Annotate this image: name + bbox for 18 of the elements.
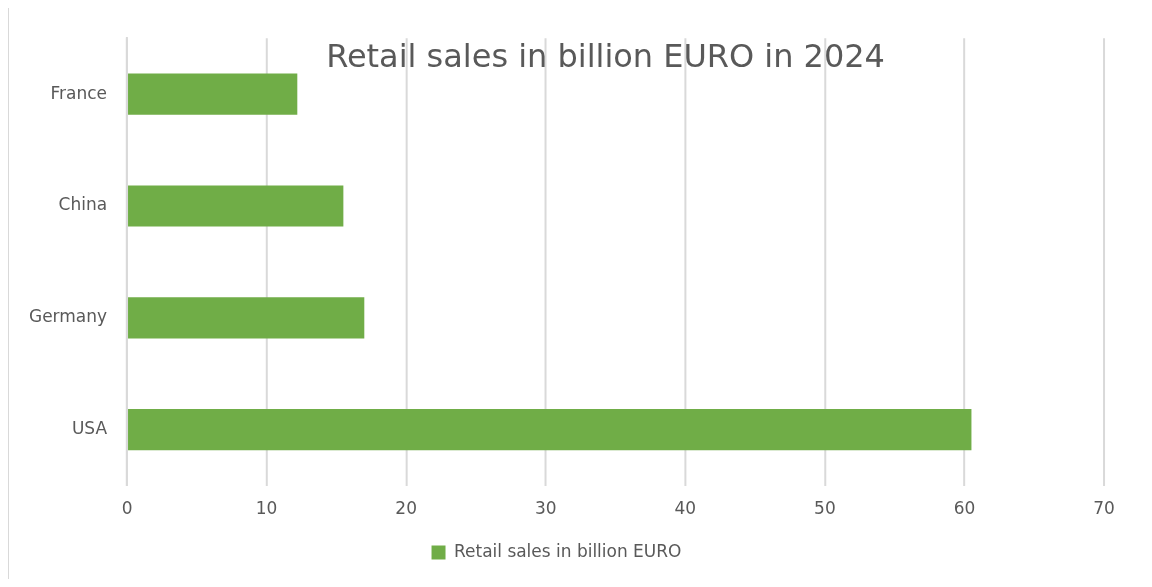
- x-tick-label: 0: [121, 498, 133, 519]
- x-tick-label: 40: [674, 498, 697, 519]
- chart-title: Retail sales in billion EURO in 2024: [326, 36, 885, 75]
- bar: [128, 409, 972, 451]
- legend-label: Retail sales in billion EURO: [454, 540, 682, 561]
- x-tick-label: 60: [953, 498, 976, 519]
- bar: [128, 185, 344, 227]
- y-tick-label: China: [58, 194, 108, 215]
- x-tick-label: 70: [1093, 498, 1115, 519]
- bar: [128, 297, 365, 339]
- x-tick-label: 20: [395, 498, 417, 519]
- y-tick-label: Germany: [29, 306, 108, 327]
- x-tick-label: 10: [255, 498, 278, 519]
- bar: [128, 73, 298, 115]
- y-tick-label: France: [50, 82, 108, 103]
- y-tick-label: USA: [71, 418, 108, 439]
- x-tick-label: 30: [534, 498, 557, 519]
- x-tick-label: 50: [814, 498, 836, 519]
